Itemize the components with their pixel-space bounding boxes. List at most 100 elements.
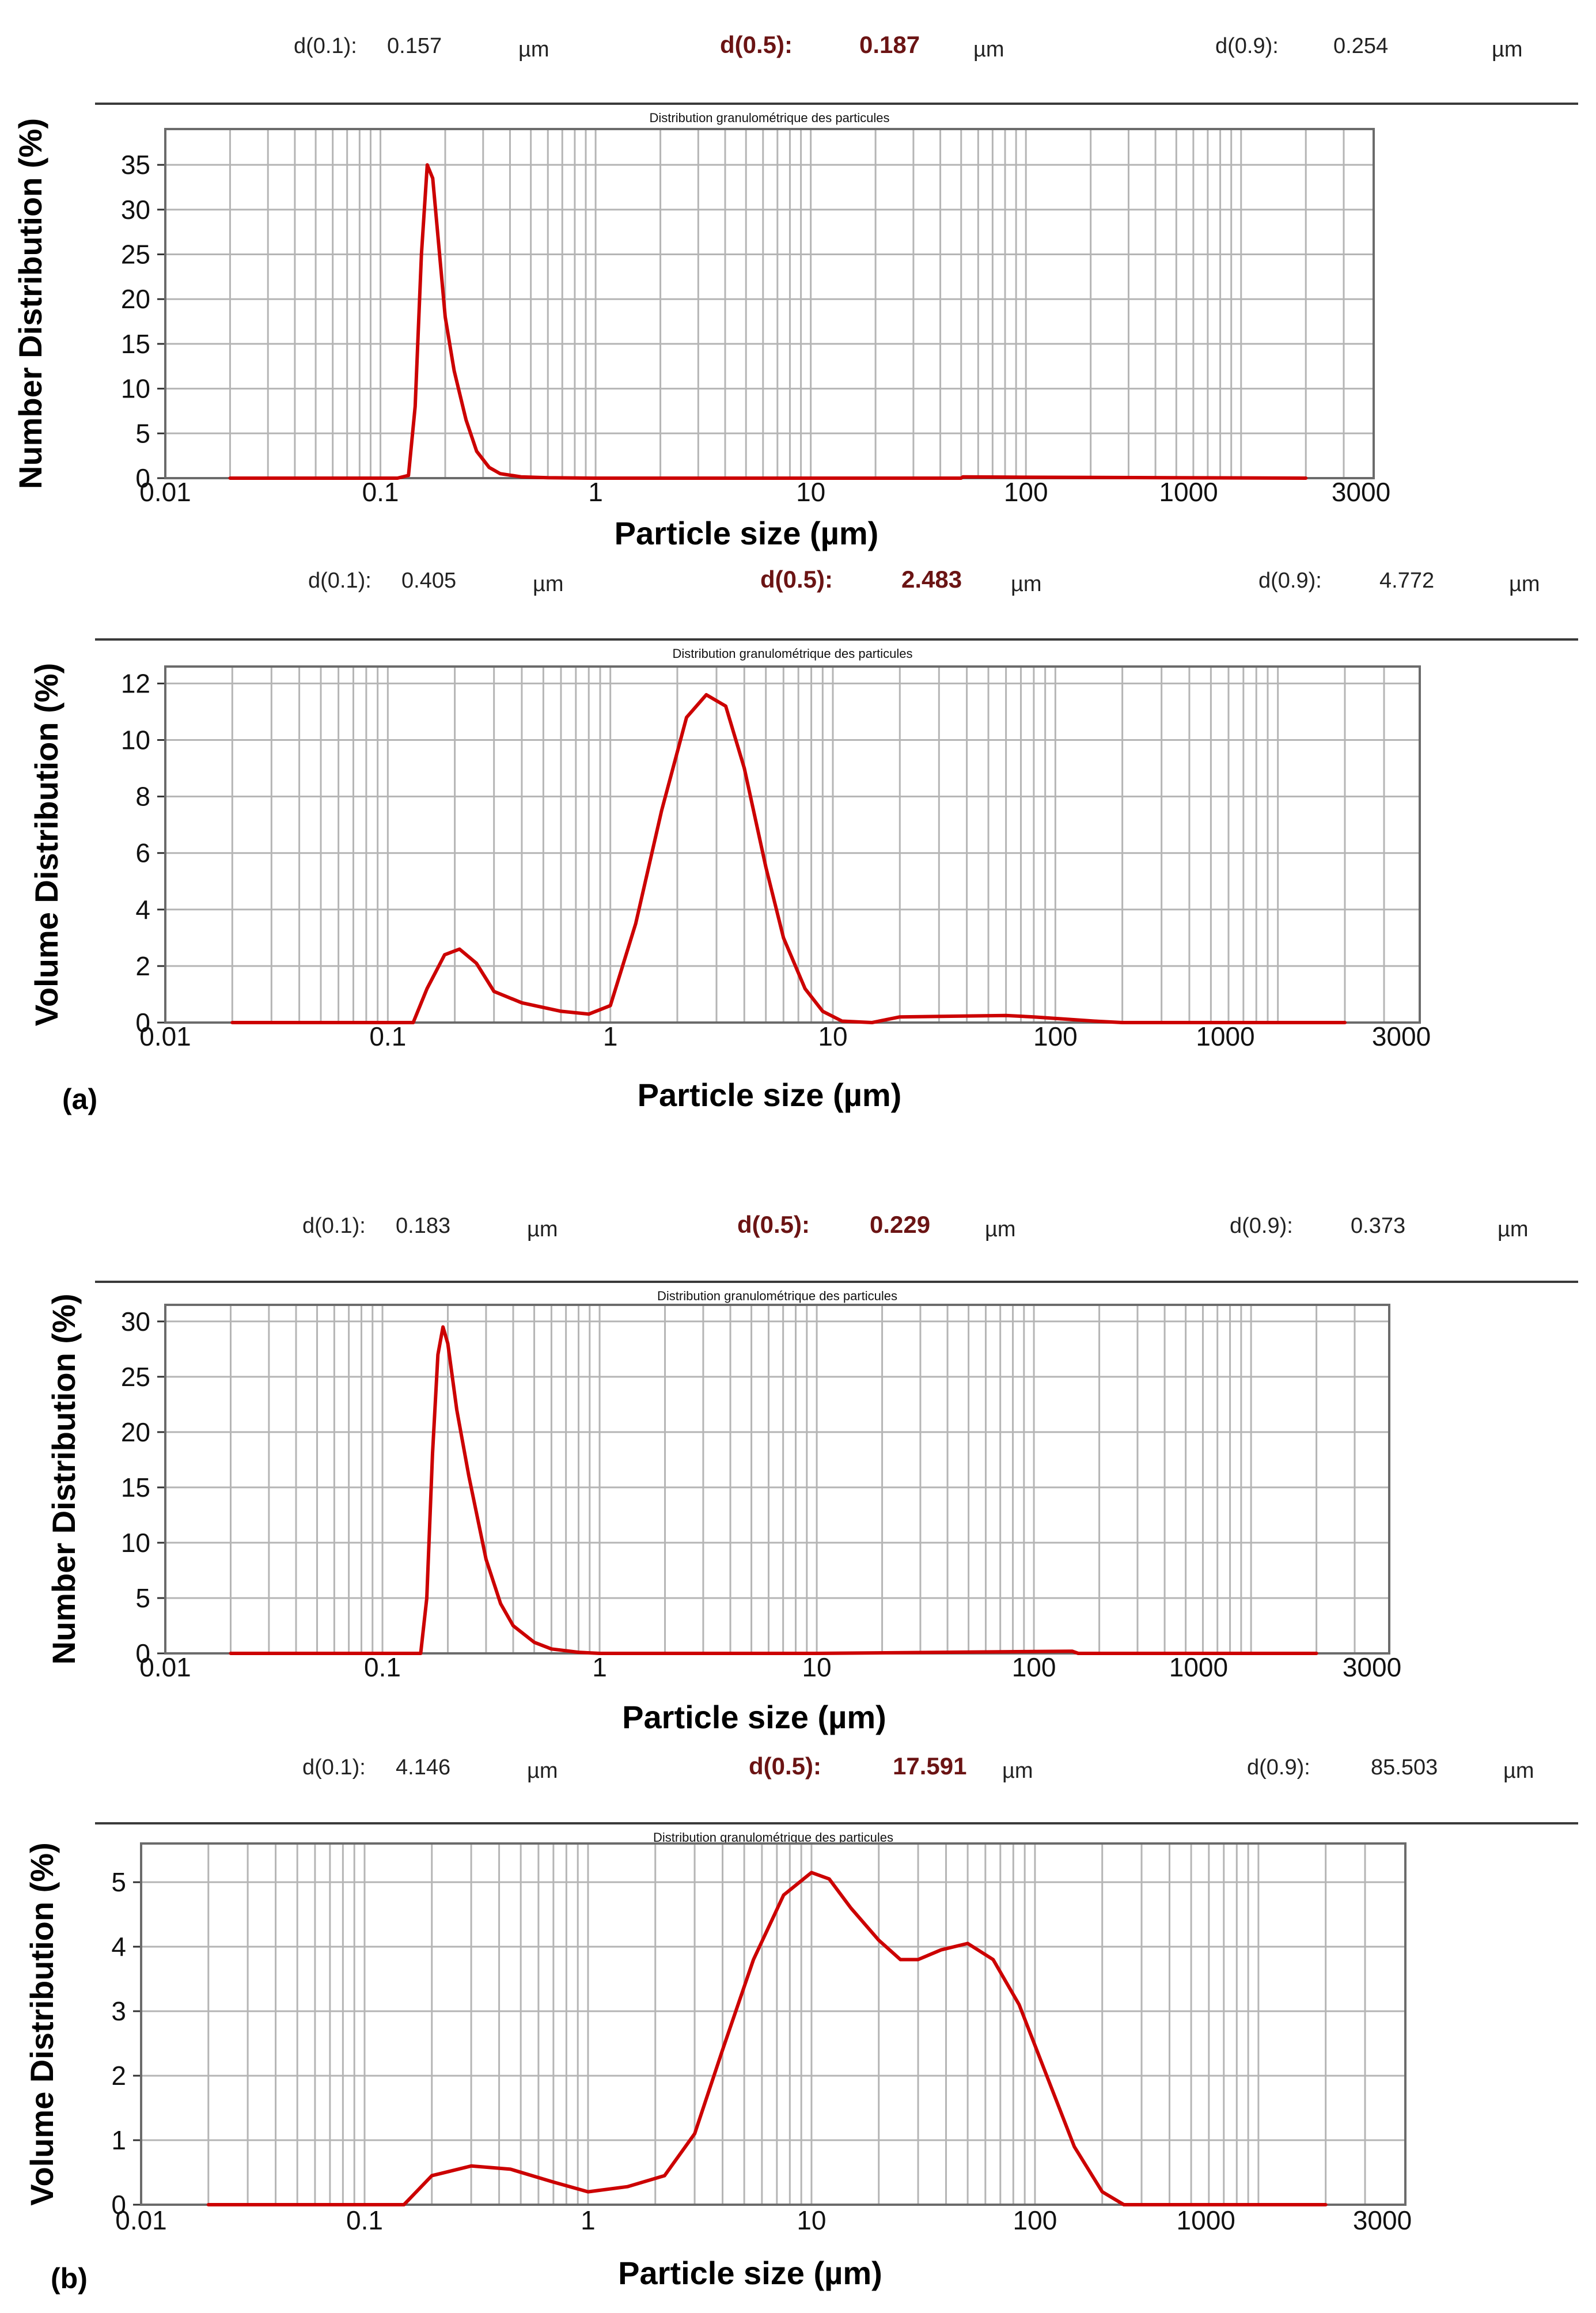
y-axis-label: Number Distribution (%)	[46, 1294, 82, 1665]
y-tick-label: 25	[121, 1362, 150, 1392]
x-tick-label: 0.1	[362, 477, 399, 507]
chart-2: d(0.1): 0.405 µm d(0.5): 2.483 µm d(0.9): 4.772…	[28, 566, 1578, 1113]
stat-d10-label: d(0.1):	[294, 34, 357, 58]
x-axis-label: Particle size (µm)	[615, 515, 879, 551]
panel-label-b: (b)	[51, 2262, 88, 2295]
distribution-curve	[228, 163, 1308, 480]
x-tick-label: 0.1	[369, 1021, 406, 1051]
y-tick-label: 2	[135, 951, 150, 981]
stat-d10-value: 4.146	[396, 1755, 450, 1780]
x-axis-label: Particle size (µm)	[638, 1077, 902, 1113]
stat-d50-label: d(0.5):	[749, 1752, 821, 1780]
y-tick-label: 0	[135, 1638, 150, 1668]
x-tick-label: 0.01	[139, 477, 191, 507]
x-tick-label: 1000	[1169, 1652, 1228, 1682]
stat-d90-label: d(0.9):	[1247, 1755, 1310, 1780]
x-tick-label: 0.01	[139, 1021, 191, 1051]
x-tick-label: 0.01	[115, 2205, 167, 2235]
stat-d10-value: 0.405	[401, 569, 456, 593]
x-tick-label: 100	[1004, 477, 1048, 507]
stat-d90-unit: µm	[1498, 1217, 1529, 1241]
stat-d50-label: d(0.5):	[760, 566, 833, 593]
x-tick-label: 3000	[1372, 1021, 1431, 1051]
chart-4: d(0.1): 4.146 µm d(0.5): 17.591 µm d(0.9): 85.5…	[24, 1752, 1578, 2291]
stat-d10-label: d(0.1):	[308, 569, 371, 593]
stat-d50-label: d(0.5):	[720, 31, 793, 58]
y-tick-label: 12	[121, 668, 150, 698]
x-tick-label: 10	[797, 2205, 826, 2235]
y-tick-label: 15	[121, 329, 150, 359]
y-axis-label: Volume Distribution (%)	[28, 663, 65, 1027]
distribution-curve	[230, 693, 1347, 1024]
y-tick-label: 10	[121, 1528, 150, 1558]
x-tick-label: 3000	[1343, 1652, 1401, 1682]
panel-label-a: (a)	[62, 1083, 97, 1115]
y-tick-label: 2	[111, 2061, 126, 2091]
plot-frame	[140, 1842, 1407, 2206]
x-tick-label: 10	[796, 477, 825, 507]
x-tick-label: 10	[802, 1652, 831, 1682]
x-tick-label: 3000	[1332, 477, 1390, 507]
y-tick-label: 20	[121, 1417, 150, 1447]
stat-d10-unit: µm	[533, 572, 564, 596]
x-tick-label: 1	[592, 1652, 607, 1682]
stat-d10-label: d(0.1):	[302, 1214, 366, 1238]
y-axis-label: Number Distribution (%)	[12, 118, 48, 489]
stat-d50-value: 2.483	[901, 566, 962, 593]
y-tick-label: 30	[121, 195, 150, 225]
plot-title: Distribution granulométrique des particu…	[653, 1830, 893, 1845]
stat-d50-value: 0.229	[870, 1211, 930, 1238]
x-tick-label: 0.1	[364, 1652, 401, 1682]
y-tick-label: 0	[135, 1008, 150, 1038]
stat-d90-unit: µm	[1509, 572, 1540, 596]
chart-3: d(0.1): 0.183 µm d(0.5): 0.229 µm d(0.9): 0.373…	[46, 1211, 1578, 1735]
stat-d90-label: d(0.9):	[1258, 569, 1322, 593]
y-tick-label: 25	[121, 240, 150, 270]
stat-d50-unit: µm	[1002, 1759, 1033, 1783]
y-tick-label: 1	[111, 2125, 126, 2155]
y-tick-label: 4	[135, 895, 150, 925]
y-tick-label: 15	[121, 1472, 150, 1502]
x-tick-label: 3000	[1353, 2205, 1412, 2235]
stat-d50-unit: µm	[973, 37, 1004, 62]
y-tick-label: 35	[121, 150, 150, 180]
x-tick-label: 1000	[1177, 2205, 1235, 2235]
stat-d10-unit: µm	[518, 37, 549, 62]
plot-title: Distribution granulométrique des particu…	[673, 646, 913, 661]
stat-d10-label: d(0.1):	[302, 1755, 366, 1780]
y-tick-label: 4	[111, 1932, 126, 1962]
y-tick-label: 5	[111, 1867, 126, 1897]
stat-d90-unit: µm	[1503, 1759, 1534, 1783]
y-tick-label: 5	[135, 418, 150, 448]
x-tick-label: 1	[588, 477, 603, 507]
chart-1: d(0.1): 0.157 µm d(0.5): 0.187 µm d(0.9): 0.254…	[12, 31, 1578, 551]
x-tick-label: 0.1	[346, 2205, 383, 2235]
x-tick-label: 1	[581, 2205, 596, 2235]
plot-frame	[164, 665, 1421, 1024]
y-tick-label: 0	[111, 2190, 126, 2220]
x-tick-label: 1000	[1159, 477, 1218, 507]
plot-title: Distribution granulométrique des particu…	[650, 111, 890, 125]
x-axis-label: Particle size (µm)	[622, 1699, 886, 1735]
x-tick-label: 100	[1033, 1021, 1078, 1051]
y-tick-label: 5	[135, 1583, 150, 1613]
x-tick-label: 1	[603, 1021, 618, 1051]
stat-d50-value: 0.187	[859, 31, 920, 58]
y-tick-label: 0	[135, 463, 150, 493]
x-axis-label: Particle size (µm)	[618, 2255, 882, 2291]
y-tick-label: 30	[121, 1307, 150, 1337]
x-tick-label: 100	[1013, 2205, 1057, 2235]
stat-d10-value: 0.157	[387, 34, 442, 58]
stat-d90-value: 85.503	[1371, 1755, 1438, 1780]
stat-d50-unit: µm	[1011, 572, 1042, 596]
x-tick-label: 1000	[1196, 1021, 1254, 1051]
distribution-curve	[206, 1871, 1328, 2206]
stat-d50-unit: µm	[985, 1217, 1016, 1241]
y-tick-label: 8	[135, 782, 150, 812]
plot-title: Distribution granulométrique des particu…	[657, 1289, 897, 1303]
y-axis-label: Volume Distribution (%)	[24, 1842, 60, 2206]
y-tick-label: 3	[111, 1996, 126, 2026]
x-tick-label: 0.01	[139, 1652, 191, 1682]
distribution-curve	[229, 1325, 1318, 1655]
